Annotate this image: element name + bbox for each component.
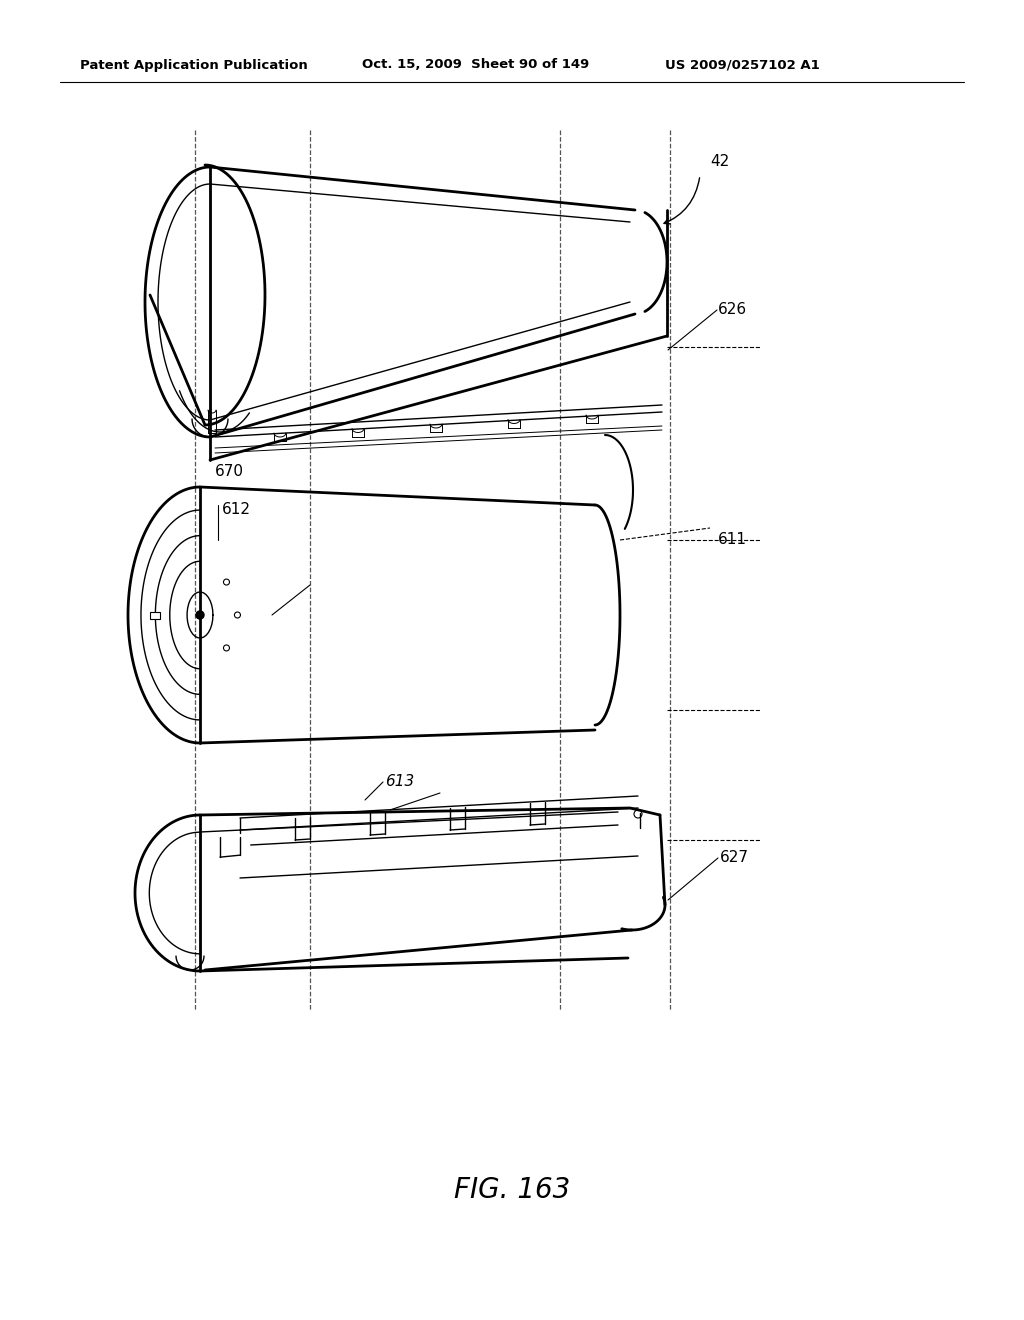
Text: 611: 611 <box>718 532 746 548</box>
Bar <box>151 611 161 619</box>
Text: 626: 626 <box>718 302 748 318</box>
Text: Patent Application Publication: Patent Application Publication <box>80 58 308 71</box>
Circle shape <box>196 611 204 619</box>
Text: 613: 613 <box>385 775 415 789</box>
Text: FIG. 163: FIG. 163 <box>454 1176 570 1204</box>
Text: 42: 42 <box>710 154 729 169</box>
Text: 670: 670 <box>215 465 244 479</box>
Text: 612: 612 <box>222 503 251 517</box>
Text: 627: 627 <box>720 850 749 866</box>
Text: US 2009/0257102 A1: US 2009/0257102 A1 <box>665 58 820 71</box>
Text: Oct. 15, 2009  Sheet 90 of 149: Oct. 15, 2009 Sheet 90 of 149 <box>362 58 589 71</box>
